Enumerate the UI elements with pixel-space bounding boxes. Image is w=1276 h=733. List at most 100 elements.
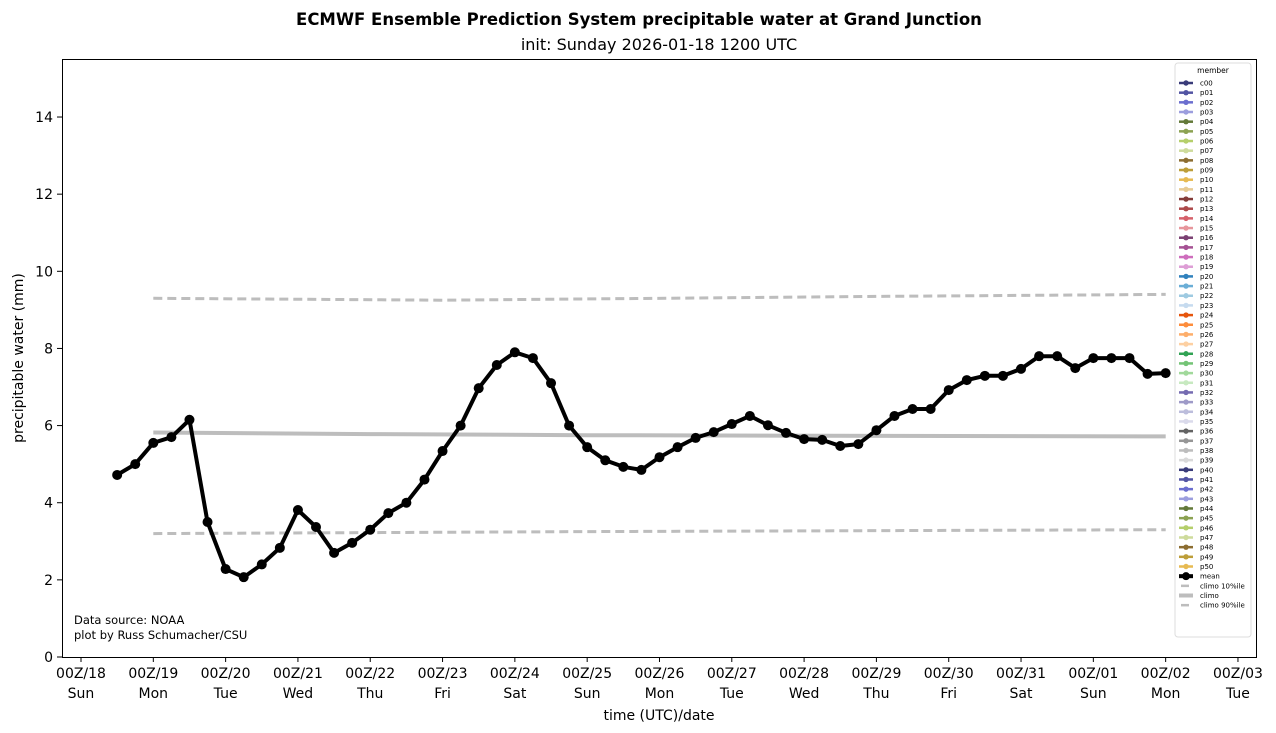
mean-point: [220, 564, 231, 575]
mean-point: [817, 434, 828, 445]
mean-point: [1070, 363, 1081, 374]
x-tick-day-label: Sun: [1080, 686, 1107, 702]
legend-entry-p07: p07: [1179, 147, 1213, 155]
mean-point: [329, 547, 340, 558]
y-tick-label: 4: [44, 496, 53, 512]
legend-entry-p44: p44: [1179, 505, 1214, 513]
legend-label: p04: [1200, 118, 1214, 126]
legend-label: p30: [1200, 370, 1213, 378]
x-axis: 00Z/18 Sun 00Z/19 Mon 00Z/20 Tue 00Z/21 Wed 00Z/…: [56, 657, 1263, 702]
legend-swatch-marker: [1183, 89, 1189, 96]
mean-point: [401, 497, 412, 508]
mean-point: [781, 427, 792, 438]
mean-point: [292, 505, 303, 516]
legend-entry-p29: p29: [1179, 360, 1213, 368]
legend-swatch-marker: [1183, 80, 1189, 86]
legend-swatch-marker: [1183, 235, 1189, 241]
legend-swatch-marker: [1183, 438, 1189, 444]
legend-label: mean: [1200, 573, 1220, 581]
legend-entry-p39: p39: [1179, 457, 1213, 465]
legend-entry-p09: p09: [1179, 167, 1213, 175]
x-tick-label: 00Z/26: [635, 666, 685, 682]
legend-label: p46: [1200, 524, 1214, 532]
legend-swatch-marker: [1183, 225, 1189, 231]
legend-swatch-marker: [1183, 177, 1189, 183]
legend-label: p34: [1200, 408, 1214, 416]
mean-point: [202, 517, 213, 528]
legend-entry-p24: p24: [1179, 312, 1214, 320]
legend-swatch-marker: [1183, 264, 1189, 270]
mean-point: [1088, 353, 1099, 364]
mean-point: [618, 461, 629, 472]
legend-entry-p30: p30: [1179, 370, 1213, 378]
mean-point: [1016, 363, 1027, 374]
legend-swatch-marker: [1183, 389, 1189, 396]
legend-entry-p41: p41: [1179, 476, 1213, 484]
x-tick-label: 00Z/18: [56, 666, 106, 682]
legend-swatch-marker: [1183, 515, 1189, 521]
legend-label: p08: [1200, 157, 1213, 165]
mean-point: [491, 360, 502, 371]
climo-line-1: [153, 430, 1166, 439]
legend-label: p23: [1200, 302, 1213, 310]
legend-entry-p03: p03: [1179, 109, 1213, 117]
plot-area: [112, 292, 1171, 583]
y-tick-label: 10: [35, 264, 53, 280]
legend-label: p42: [1200, 486, 1213, 494]
legend-entry-p31: p31: [1179, 379, 1213, 387]
mean-point: [961, 375, 972, 386]
legend-swatch-marker: [1183, 370, 1189, 376]
legend-entry-p15: p15: [1179, 225, 1213, 233]
x-tick-label: 00Z/31: [996, 666, 1046, 682]
legend-entry-p05: p05: [1179, 128, 1213, 136]
legend-swatch-marker: [1182, 572, 1190, 581]
legend-swatch-marker: [1183, 109, 1189, 115]
legend-label: p12: [1200, 196, 1213, 204]
legend-swatch-marker: [1183, 138, 1189, 144]
mean-point: [311, 522, 322, 533]
legend-entry-p14: p14: [1179, 215, 1214, 223]
legend-entry-p45: p45: [1179, 515, 1213, 523]
legend-swatch-marker: [1183, 341, 1189, 347]
x-tick-day-label: Mon: [645, 686, 675, 702]
legend-swatch-marker: [1183, 128, 1189, 135]
legend-label: p26: [1200, 331, 1214, 339]
legend-label: p39: [1200, 457, 1213, 465]
legend-swatch-marker: [1183, 486, 1189, 492]
climo-line-0: [153, 528, 1166, 536]
mean-point: [762, 420, 773, 431]
legend-label: p20: [1200, 273, 1213, 281]
legend-label: p24: [1200, 312, 1214, 320]
legend-label: p21: [1200, 283, 1213, 291]
mean-point: [365, 524, 376, 535]
legend-entry-p35: p35: [1179, 418, 1213, 426]
mean-point: [672, 442, 683, 453]
mean-point: [166, 432, 177, 443]
legend-swatch-marker: [1183, 534, 1189, 541]
legend-label: p38: [1200, 447, 1213, 455]
mean-point: [1124, 353, 1135, 364]
legend-entry-p47: p47: [1179, 534, 1213, 542]
legend-entry-p33: p33: [1179, 399, 1213, 407]
legend-swatch-marker: [1183, 215, 1189, 222]
legend-entry-climo: climo: [1179, 592, 1219, 600]
legend-label: p35: [1200, 418, 1213, 426]
mean-point: [726, 419, 737, 430]
legend-entry-p10: p10: [1179, 176, 1213, 184]
legend-swatch-marker: [1183, 331, 1189, 338]
x-tick-label: 00Z/25: [562, 666, 612, 682]
mean-point: [455, 420, 466, 431]
mean-point: [509, 347, 520, 358]
legend-label: p11: [1200, 186, 1213, 194]
legend-swatch-marker: [1183, 554, 1189, 560]
x-tick-label: 00Z/22: [345, 666, 395, 682]
mean-point: [582, 442, 593, 453]
mean-point: [564, 420, 575, 431]
y-tick-label: 0: [44, 650, 53, 666]
legend-label: p17: [1200, 244, 1213, 252]
mean-point: [437, 446, 448, 457]
legend-entry-p16: p16: [1179, 234, 1214, 242]
x-tick-day-label: Tue: [1225, 686, 1250, 702]
legend-entry-p19: p19: [1179, 263, 1213, 271]
